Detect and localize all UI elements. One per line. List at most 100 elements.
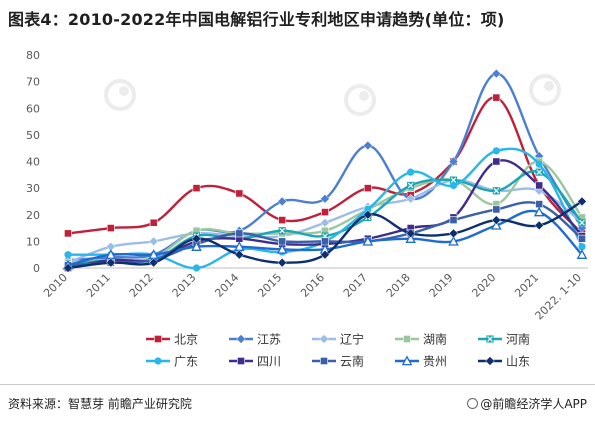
x-tick-label: 2010: [41, 271, 70, 300]
data-point: [578, 234, 586, 243]
data-point: [148, 236, 159, 247]
data-point: [578, 219, 586, 227]
data-point: [148, 257, 159, 268]
legend-swatch-marker: [320, 357, 328, 365]
x-tick-label: 2011: [84, 271, 113, 300]
y-tick-label: 50: [26, 129, 40, 142]
data-point: [534, 220, 544, 231]
data-point-cross: [407, 182, 414, 189]
data-point: [492, 147, 500, 155]
legend-label: 贵州: [423, 355, 447, 369]
data-point: [106, 257, 116, 268]
legend-swatch-marker: [154, 335, 162, 343]
x-tick-label: 2014: [212, 271, 241, 300]
y-tick-label: 30: [26, 182, 40, 195]
data-point: [449, 176, 458, 184]
data-point: [321, 208, 329, 216]
data-point: [492, 205, 501, 214]
legend-item: 河南: [478, 332, 530, 347]
data-point: [362, 235, 374, 246]
watermark-icon: [104, 79, 136, 111]
data-point: [492, 93, 501, 102]
series-9: [63, 196, 587, 273]
legend-label: 山东: [506, 355, 530, 369]
legend-label: 四川: [257, 355, 281, 369]
legend-swatch-marker: [486, 335, 494, 343]
legend-swatch-marker: [237, 357, 245, 365]
x-tick-label: 2017: [341, 271, 370, 300]
legend-label: 湖南: [423, 332, 447, 347]
data-point: [363, 209, 373, 220]
x-tick-label: 2015: [255, 271, 284, 300]
legend-item: 山东: [478, 355, 530, 369]
data-point: [535, 181, 544, 190]
watermark-layer: [104, 74, 561, 116]
watermark-icon: [529, 74, 561, 106]
data-point: [363, 184, 372, 193]
data-point: [405, 194, 416, 204]
legend-swatch-marker: [319, 334, 329, 344]
legend-label: 江苏: [257, 333, 281, 347]
data-point: [192, 184, 201, 193]
legend-label: 河南: [506, 332, 530, 347]
data-point: [492, 157, 501, 166]
data-point: [235, 189, 244, 198]
legend-label: 北京: [174, 333, 198, 347]
legend-item: 北京: [146, 333, 198, 347]
data-point: [449, 216, 458, 224]
data-point: [448, 235, 459, 246]
y-tick-label: 40: [26, 156, 40, 169]
y-tick-label: 20: [26, 209, 40, 222]
data-point: [405, 233, 416, 243]
x-tick-label: 2020: [469, 271, 498, 300]
y-tick-label: 10: [26, 235, 40, 248]
data-point: [364, 205, 372, 214]
x-tick-label: 2016: [298, 271, 327, 300]
brand-label: @前瞻经济学人APP: [480, 397, 587, 411]
data-point: [234, 249, 245, 260]
legend-swatch-marker: [401, 355, 413, 366]
legend-label: 辽宁: [340, 332, 364, 347]
y-tick-label: 80: [26, 49, 40, 62]
legend-swatch-marker: [236, 334, 246, 344]
data-point: [63, 263, 73, 273]
data-point: [363, 140, 373, 151]
brand-credit: @前瞻经济学人APP: [467, 395, 587, 412]
legend-swatch-marker-cross: [487, 336, 493, 342]
series-line: [66, 72, 584, 262]
y-tick-label: 0: [33, 262, 40, 275]
legend-item: 广东: [146, 355, 198, 369]
data-point: [407, 168, 415, 176]
x-tick-label: 2019: [427, 271, 456, 300]
y-axis: 0 10 20 30 40 50 60 70 80: [26, 49, 40, 275]
data-point: [533, 206, 545, 217]
data-point-cross: [579, 219, 585, 226]
data-point: [491, 215, 502, 225]
series-0: [64, 93, 586, 238]
data-point: [320, 249, 330, 260]
data-point-cross: [536, 169, 542, 175]
watermark-icon: [344, 84, 376, 116]
data-point: [277, 257, 287, 268]
data-point: [576, 249, 588, 259]
data-point: [64, 229, 72, 238]
data-point: [277, 196, 287, 207]
data-point: [535, 168, 543, 176]
data-point-cross: [450, 177, 457, 183]
x-tick-label: 2012: [127, 271, 156, 300]
chart-title: 图表4：2010-2022年中国电解铝行业专利地区申请趋势(单位：项): [8, 10, 505, 29]
data-point: [278, 227, 286, 235]
data-point: [448, 228, 459, 239]
x-tick-label: 2022. 1-10: [533, 271, 585, 323]
data-point: [320, 217, 330, 228]
y-tick-label: 70: [26, 76, 40, 89]
data-point: [491, 68, 502, 79]
legend-item: 辽宁: [312, 332, 364, 347]
data-point: [448, 156, 459, 167]
series-8: [62, 206, 588, 270]
legend-item: 云南: [312, 354, 364, 369]
data-point: [278, 216, 287, 224]
x-axis: 2010 2011 2012 2013 2014 2015 2016 2017 2018 2019…: [41, 271, 584, 323]
data-point: [191, 241, 202, 251]
